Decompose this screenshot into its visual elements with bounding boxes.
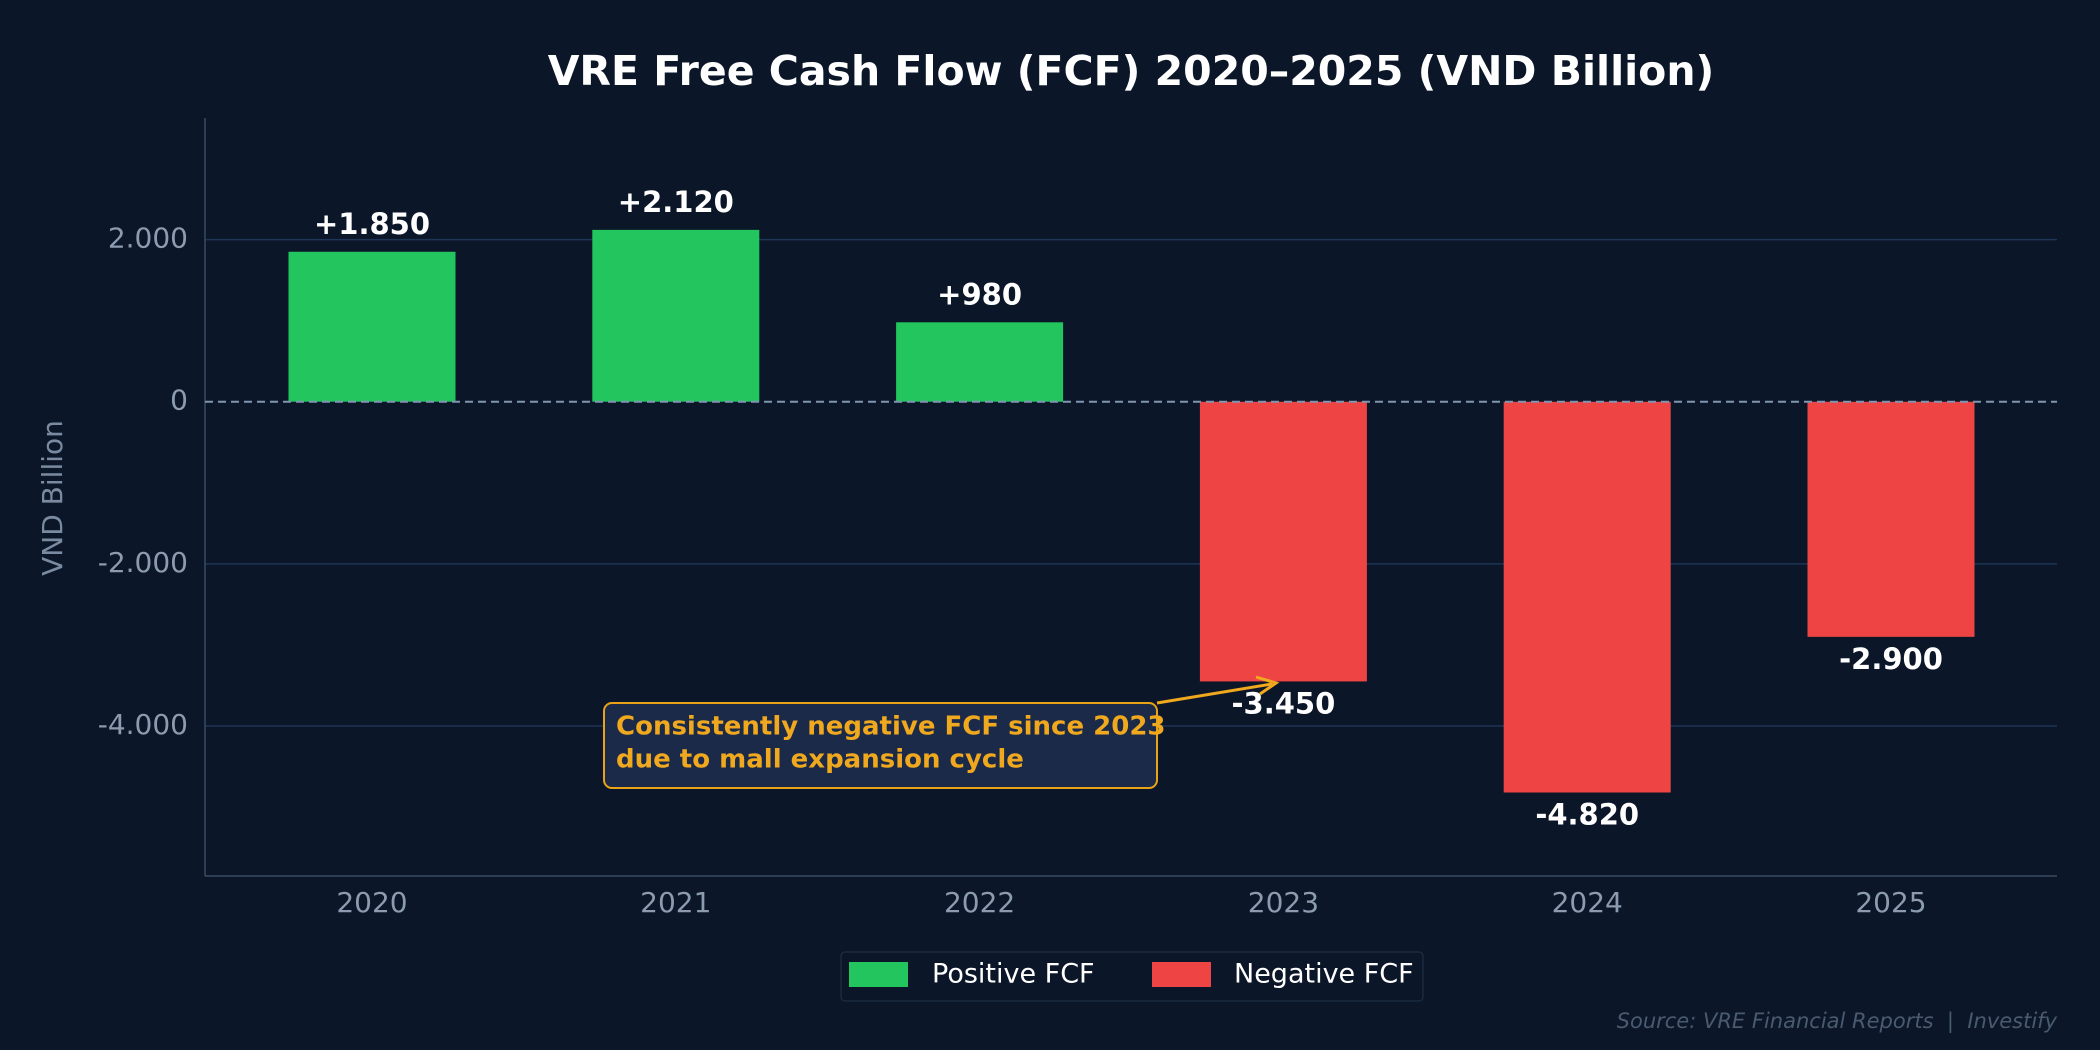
y-tick-labels: 2.000 0 -2.000 -4.000 [98, 222, 188, 741]
x-tick-label: 2021 [640, 886, 711, 919]
annotation-arrow [1156, 682, 1273, 705]
chart-title: VRE Free Cash Flow (FCF) 2020–2025 (VND … [548, 47, 1715, 95]
bar-2021 [592, 229, 760, 402]
x-tick-label: 2025 [1855, 886, 1926, 919]
data-label: -2.900 [1839, 642, 1943, 676]
x-tick-labels: 2020 2021 2022 2023 2024 2025 [336, 886, 1926, 919]
data-label: -3.450 [1232, 686, 1336, 720]
annotation-line-1: Consistently negative FCF since 2023 [616, 712, 1166, 742]
annotation-box [603, 702, 1158, 789]
data-label: +2.120 [618, 185, 734, 219]
x-tick-label: 2022 [944, 886, 1015, 919]
y-tick-label: 0 [170, 384, 188, 417]
data-label: +980 [937, 277, 1022, 311]
y-axis-label: VND Billion [36, 420, 69, 576]
bar-2022 [896, 322, 1064, 402]
x-tick-label: 2020 [336, 886, 407, 919]
annotation: Consistently negative FCF since 2023 due… [603, 675, 1280, 789]
legend-label-negative: Negative FCF [1234, 959, 1414, 990]
gridlines [205, 238, 2057, 727]
y-tick-label: -2.000 [98, 546, 188, 579]
legend: Positive FCF Negative FCF [840, 951, 1424, 1002]
data-label: -4.820 [1535, 797, 1639, 831]
bar-2025 [1807, 401, 1975, 637]
y-tick-label: 2.000 [108, 222, 188, 255]
bar-2020 [288, 251, 456, 402]
data-label: +1.850 [314, 207, 430, 241]
legend-box [840, 951, 1424, 1002]
data-labels: +1.850 +2.120 +980 -3.450 -4.820 -2.900 [314, 185, 1943, 832]
bar-2023 [1199, 401, 1367, 682]
bars [288, 229, 1975, 793]
source-note: Source: VRE Financial Reports | Investif… [1617, 1009, 2058, 1034]
bar-2024 [1503, 401, 1671, 793]
annotation-line-2: due to mall expansion cycle [616, 745, 1024, 775]
x-tick-label: 2024 [1552, 886, 1623, 919]
x-tick-label: 2023 [1248, 886, 1319, 919]
y-tick-label: -4.000 [98, 708, 188, 741]
legend-swatch-negative [1152, 962, 1211, 987]
legend-label-positive: Positive FCF [932, 959, 1095, 990]
arrow-head-icon [1255, 675, 1280, 696]
legend-swatch-positive [849, 962, 908, 987]
